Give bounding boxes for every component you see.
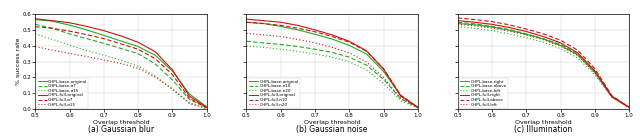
Text: (b) Gaussian noise: (b) Gaussian noise: [296, 125, 368, 134]
Legend: OHPL-base-right, OHPL-base-above, OHPL-base-left, OHPL-full-right, OHPL-full-abo: OHPL-base-right, OHPL-base-above, OHPL-b…: [459, 78, 508, 108]
X-axis label: Overlap threshold: Overlap threshold: [304, 120, 360, 125]
Text: (c) Illumination: (c) Illumination: [514, 125, 573, 134]
Legend: OHPL-base-original, OHPL-base-σ7, OHPL-base-σ15, OHPL-full-original, OHPL-full-σ: OHPL-base-original, OHPL-base-σ7, OHPL-b…: [36, 78, 88, 108]
Text: (a) Gaussian blur: (a) Gaussian blur: [88, 125, 154, 134]
Y-axis label: % success rate: % success rate: [16, 38, 21, 85]
Legend: OHPL-base-original, OHPL-base-n10, OHPL-base-n20, OHPL-full-original, OHPL-full-: OHPL-base-original, OHPL-base-n10, OHPL-…: [248, 78, 300, 108]
X-axis label: Overlap threshold: Overlap threshold: [515, 120, 572, 125]
X-axis label: Overlap threshold: Overlap threshold: [93, 120, 149, 125]
